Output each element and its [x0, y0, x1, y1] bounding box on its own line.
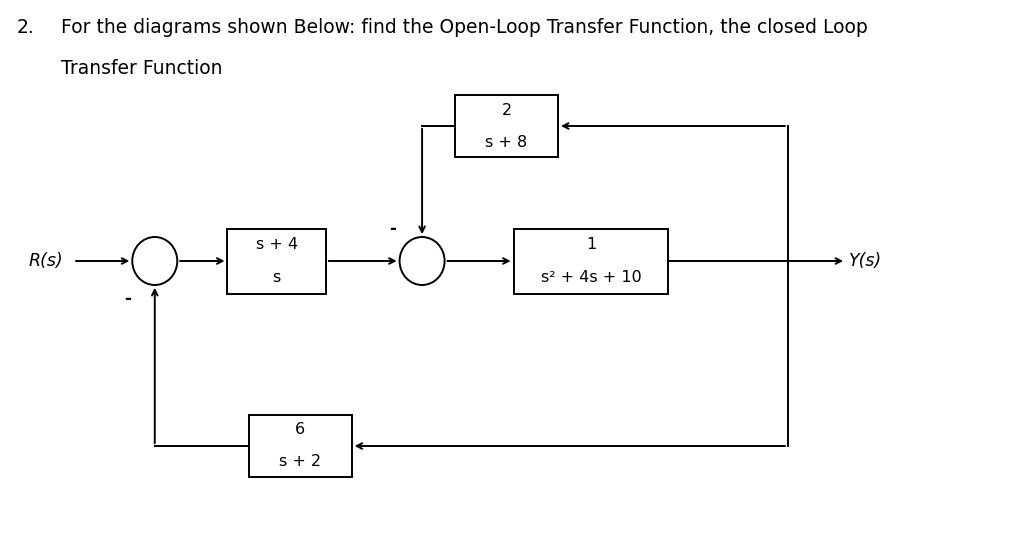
FancyBboxPatch shape [249, 415, 351, 477]
FancyBboxPatch shape [227, 229, 326, 294]
Circle shape [132, 237, 177, 285]
Text: 2: 2 [502, 102, 512, 117]
Text: s + 4: s + 4 [256, 236, 298, 251]
Text: Y(s): Y(s) [849, 252, 882, 270]
Text: Transfer Function: Transfer Function [61, 59, 222, 78]
Circle shape [399, 237, 444, 285]
FancyBboxPatch shape [455, 95, 558, 157]
Text: s + 2: s + 2 [280, 454, 322, 469]
Text: 1: 1 [586, 236, 596, 251]
Text: s² + 4s + 10: s² + 4s + 10 [541, 271, 641, 285]
Text: s: s [272, 271, 281, 285]
Text: -: - [389, 220, 395, 238]
Text: R(s): R(s) [28, 252, 62, 270]
Text: -: - [124, 290, 131, 308]
Text: 6: 6 [295, 423, 305, 438]
Text: 2.: 2. [16, 18, 35, 37]
Text: s + 8: s + 8 [485, 135, 527, 150]
FancyBboxPatch shape [513, 229, 669, 294]
Text: For the diagrams shown Below: find the Open-Loop Transfer Function, the closed L: For the diagrams shown Below: find the O… [61, 18, 867, 37]
